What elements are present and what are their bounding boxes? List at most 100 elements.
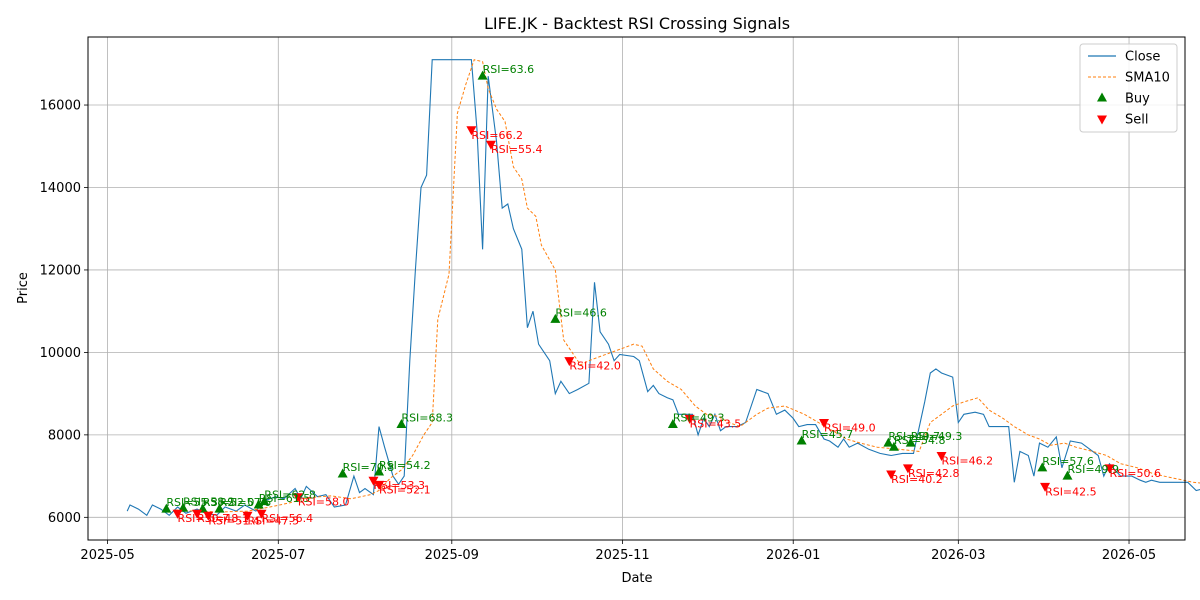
buy-annotation: RSI=70.8 [343, 461, 395, 474]
sell-marker [886, 470, 897, 480]
sell-annotation: RSI=50.7 [178, 512, 230, 525]
buy-marker [337, 468, 348, 478]
sell-marker [242, 511, 253, 521]
buy-marker [1062, 470, 1073, 480]
sell-annotation: RSI=50.6 [1109, 467, 1161, 480]
buy-marker [214, 503, 225, 513]
series-layer [126, 59, 1200, 517]
legend-label: Sell [1125, 113, 1148, 128]
buy-annotation: RSI=54.2 [379, 459, 431, 472]
legend-label: Close [1125, 50, 1160, 65]
sell-marker [292, 493, 303, 503]
y-tick-label: 12000 [40, 263, 81, 278]
buy-marker [161, 503, 172, 513]
x-tick-label: 2026-05 [1102, 548, 1156, 563]
series-line-close [126, 59, 1200, 517]
buy-annotation: RSI=57.6 [220, 496, 272, 509]
sell-annotation: RSI=53.3 [373, 479, 425, 492]
y-tick-label: 8000 [48, 428, 81, 443]
buy-marker [259, 496, 270, 506]
sell-marker [485, 140, 496, 150]
x-tick-label: 2025-11 [595, 548, 649, 563]
sell-marker [684, 414, 695, 424]
sell-annotation: RSI=51.4 [208, 514, 260, 527]
buy-annotation: RSI=49.3 [911, 430, 963, 443]
buy-annotation: RSI=54.8 [894, 434, 946, 447]
legend-label: SMA10 [1125, 71, 1170, 86]
x-tick-label: 2026-01 [766, 548, 820, 563]
buy-marker [883, 437, 894, 447]
sell-marker [564, 357, 575, 367]
grid-lines [88, 37, 1185, 540]
buy-annotation: RSI=55.3 [166, 496, 218, 509]
x-tick-label: 2025-09 [425, 548, 479, 563]
y-tick-label: 10000 [40, 346, 81, 361]
y-tick-label: 6000 [48, 511, 81, 526]
buy-annotation: RSI=52.0 [203, 496, 255, 509]
series-line-sma10 [174, 59, 1200, 513]
buy-annotation: RSI=61.5 [259, 492, 311, 505]
buy-annotation: RSI=49.9 [1067, 463, 1119, 476]
sell-marker [203, 511, 214, 521]
buy-annotation: RSI=58.2 [183, 495, 235, 508]
legend-label: Buy [1125, 92, 1150, 107]
buy-annotation: RSI=46.6 [555, 306, 607, 319]
sell-annotation: RSI=49.0 [824, 421, 876, 434]
sell-marker [936, 451, 947, 461]
buy-marker [253, 499, 264, 509]
x-tick-label: 2026-03 [931, 548, 985, 563]
sell-annotation: RSI=48.1 [197, 512, 249, 525]
sell-annotation: RSI=43.5 [690, 417, 742, 430]
sell-annotation: RSI=42.5 [1045, 485, 1097, 498]
signal-annotations: RSI=55.3RSI=58.2RSI=52.0RSI=57.6RSI=61.5… [166, 63, 1161, 527]
buy-marker [1037, 462, 1048, 472]
sell-marker [256, 509, 267, 519]
sell-annotation: RSI=66.2 [471, 129, 523, 142]
buy-marker [550, 313, 561, 323]
y-axis-title: Price [16, 272, 31, 304]
buy-annotation: RSI=57.6 [1042, 455, 1094, 468]
sell-annotation: RSI=56.4 [262, 512, 314, 525]
sell-marker [1104, 464, 1115, 474]
buy-marker [905, 437, 916, 447]
sell-annotation: RSI=40.2 [891, 473, 943, 486]
sell-annotation: RSI=55.4 [491, 143, 543, 156]
x-axis-title: Date [621, 571, 652, 586]
buy-annotation: RSI=68.3 [401, 412, 453, 425]
buy-annotation: RSI=63.6 [483, 63, 535, 76]
buy-marker [396, 419, 407, 429]
sell-annotation: RSI=52.1 [379, 483, 431, 496]
chart-title: LIFE.JK - Backtest RSI Crossing Signals [484, 14, 790, 33]
x-tick-label: 2025-05 [80, 548, 134, 563]
sell-annotation: RSI=58.0 [298, 496, 350, 509]
sell-annotation: RSI=46.2 [942, 454, 994, 467]
sell-marker [172, 509, 183, 519]
buy-marker [374, 466, 385, 476]
plot-frame [87, 36, 1186, 541]
buy-annotation: RSI=62.8 [264, 489, 316, 502]
sell-marker [902, 464, 913, 474]
buy-marker [667, 419, 678, 429]
legend-swatch-buy [1097, 92, 1107, 102]
sell-marker [466, 126, 477, 136]
sell-marker [818, 418, 829, 428]
buy-annotation: RSI=49.7 [888, 430, 940, 443]
sell-marker [192, 509, 203, 519]
sell-annotation: RSI=42.0 [569, 360, 621, 373]
sell-marker [374, 480, 385, 490]
buy-marker [178, 502, 189, 512]
y-tick-label: 16000 [40, 99, 81, 114]
buy-annotation: RSI=45.7 [802, 428, 854, 441]
buy-marker [796, 435, 807, 445]
legend-box [1079, 43, 1178, 133]
signal-markers [161, 70, 1115, 521]
buy-marker [888, 441, 899, 451]
axis-ticks: 2025-05 2025-07 2025-09 2025-11 2026-01 2026-… [40, 99, 1157, 563]
legend: Close SMA10 Buy Sell [1079, 43, 1178, 133]
buy-annotation: RSI=49.3 [673, 412, 725, 425]
sell-marker [368, 476, 379, 486]
legend-swatch-sell [1097, 115, 1107, 125]
y-tick-label: 14000 [40, 181, 81, 196]
